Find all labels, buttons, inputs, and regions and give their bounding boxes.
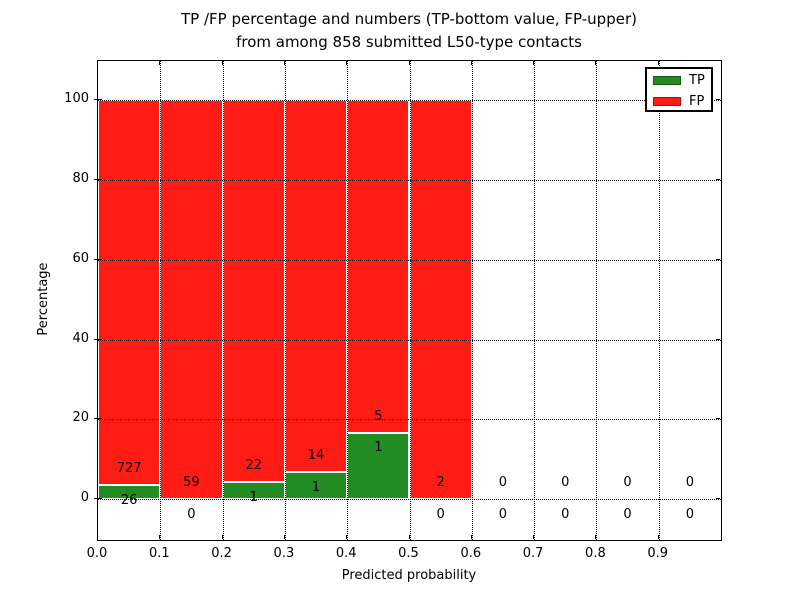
x-tick-mark-top [408,61,410,65]
x-tick-mark [470,535,472,539]
v-gridline [409,61,411,540]
x-tick-mark-top [97,61,98,65]
fp-legend-swatch-icon [653,97,681,106]
v-gridline [347,61,349,540]
x-tick-mark-top [283,61,285,65]
bar-fp-segment [347,100,410,433]
tp-count-label: 0 [623,506,632,522]
y-axis-label: Percentage [36,262,51,336]
x-tick-mark [657,535,659,539]
tp-count-label: 1 [249,489,258,505]
fp-count-label: 5 [374,408,383,424]
x-tick-label: 0.6 [460,546,482,561]
tp-count-label: 0 [561,506,570,522]
tp-count-label: 0 [685,506,694,522]
y-tick-mark-right [716,418,720,420]
bar-fp-segment [284,100,348,473]
y-tick-mark [94,179,102,181]
x-tick-mark [408,535,410,539]
y-tick-mark-right [716,338,720,340]
x-tick-mark [159,535,161,539]
v-gridline [222,61,224,540]
x-tick-mark [221,535,223,539]
x-axis-label: Predicted probability [341,568,477,583]
x-tick-mark [97,535,98,539]
plot-area: 727 26 59 0 22 1 14 1 5 1 2 0 0 0 0 0 0 0 0 0 [97,60,722,541]
y-tick-mark [94,338,102,340]
x-tick-mark [595,535,597,539]
v-gridline [160,61,162,540]
tp-count-label: 26 [120,493,138,509]
fp-count-label: 59 [183,475,200,490]
fp-count-label: 0 [623,475,632,490]
v-gridline [534,61,536,540]
fp-count-label: 727 [116,461,142,477]
y-tick-label: 60 [72,250,89,266]
x-tick-mark-top [657,61,659,65]
tp-count-label: 0 [187,506,196,522]
y-tick-label: 20 [72,410,89,426]
legend-row-tp: TP [653,71,707,90]
bar-fp-segment [222,100,285,482]
x-tick-label: 0.9 [647,546,669,561]
legend-label-tp: TP [689,73,705,88]
bar-tp-segment [347,432,410,499]
y-tick-mark [94,418,102,420]
x-tick-mark [283,535,285,539]
x-tick-mark-top [221,61,223,65]
y-tick-mark [94,258,102,260]
y-tick-mark [94,99,102,101]
fp-count-label: 2 [436,475,445,490]
v-gridline [284,61,286,540]
bar-fp-segment [98,100,161,486]
tp-legend-swatch-icon [653,76,681,85]
chart-title-line1: TP /FP percentage and numbers (TP-bottom… [181,10,637,28]
y-tick-mark-right [716,258,720,260]
legend-label-fp: FP [689,94,705,109]
x-tick-label: 0.1 [148,546,170,561]
y-tick-mark-right [716,179,720,181]
x-tick-label: 0.2 [211,546,232,561]
fp-count-label: 14 [307,448,325,464]
x-tick-mark-top [346,61,348,65]
fp-count-label: 0 [498,475,508,490]
y-tick-mark-right [716,497,720,499]
x-tick-label: 0.3 [273,546,295,561]
x-tick-mark-top [470,61,472,65]
legend: TP FP [645,67,713,112]
x-tick-mark [346,535,348,539]
x-tick-label: 0.0 [86,546,108,561]
fp-count-label: 0 [685,475,694,490]
tp-count-label: 1 [311,480,321,496]
y-tick-label: 40 [72,330,89,346]
y-tick-mark [94,497,102,499]
x-tick-label: 0.8 [585,546,606,561]
v-gridline [658,61,660,540]
y-tick-label: 100 [64,91,89,107]
x-tick-mark-top [533,61,535,65]
y-tick-label: 0 [80,489,89,505]
bar-fp-segment [409,100,472,499]
bar-fp-segment [160,100,223,499]
x-tick-mark [533,535,535,539]
fp-count-label: 0 [561,475,570,490]
tp-count-label: 0 [498,506,508,522]
tp-count-label: 1 [374,440,383,456]
x-tick-mark-top [159,61,161,65]
x-tick-mark-top [595,61,597,65]
v-gridline [471,61,473,540]
x-tick-label: 0.7 [522,546,544,561]
chart-title: TP /FP percentage and numbers (TP-bottom… [9,8,800,54]
legend-row-fp: FP [653,92,707,111]
v-gridline [596,61,598,540]
chart-title-line2: from among 858 submitted L50-type contac… [236,33,582,51]
y-tick-label: 80 [72,171,89,187]
y-tick-mark-right [716,99,720,101]
tp-count-label: 0 [436,506,445,522]
x-tick-label: 0.4 [335,546,357,561]
fp-count-label: 22 [245,457,263,473]
x-tick-label: 0.5 [398,546,419,561]
bar-tp-segment [98,485,161,499]
